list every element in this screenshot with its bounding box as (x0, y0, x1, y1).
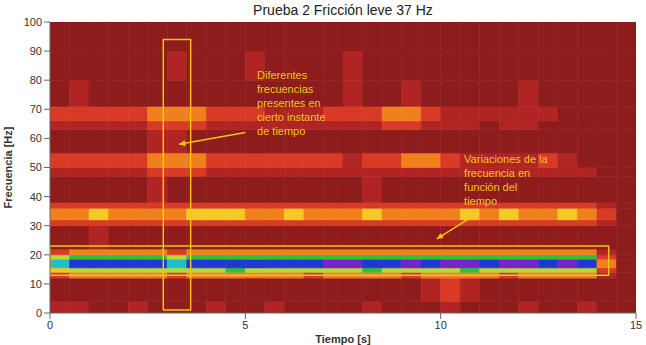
svg-text:70: 70 (30, 103, 42, 115)
svg-text:Tiempo [s]: Tiempo [s] (315, 333, 371, 345)
svg-text:90: 90 (30, 45, 42, 57)
svg-text:20: 20 (30, 249, 42, 261)
svg-text:80: 80 (30, 74, 42, 86)
svg-text:40: 40 (30, 191, 42, 203)
svg-text:Diferentesfrecuenciaspresentes: Diferentesfrecuenciaspresentes encierto … (257, 69, 325, 137)
svg-text:50: 50 (30, 161, 42, 173)
svg-text:30: 30 (30, 220, 42, 232)
svg-text:10: 10 (435, 319, 447, 331)
svg-text:Frecuencia [Hz]: Frecuencia [Hz] (2, 126, 14, 208)
svg-text:15: 15 (630, 319, 642, 331)
svg-text:0: 0 (36, 307, 42, 319)
html-text:Prueba 2 Fricción leve 37 Hz: Prueba 2 Fricción leve 37 Hz (253, 2, 433, 18)
svg-text:10: 10 (30, 278, 42, 290)
svg-text:Variaciones de lafrecuencia en: Variaciones de lafrecuencia enfunción de… (464, 153, 548, 207)
svg-text:100: 100 (24, 16, 42, 28)
svg-text:5: 5 (242, 319, 248, 331)
svg-text:60: 60 (30, 132, 42, 144)
svg-text:0: 0 (47, 319, 53, 331)
